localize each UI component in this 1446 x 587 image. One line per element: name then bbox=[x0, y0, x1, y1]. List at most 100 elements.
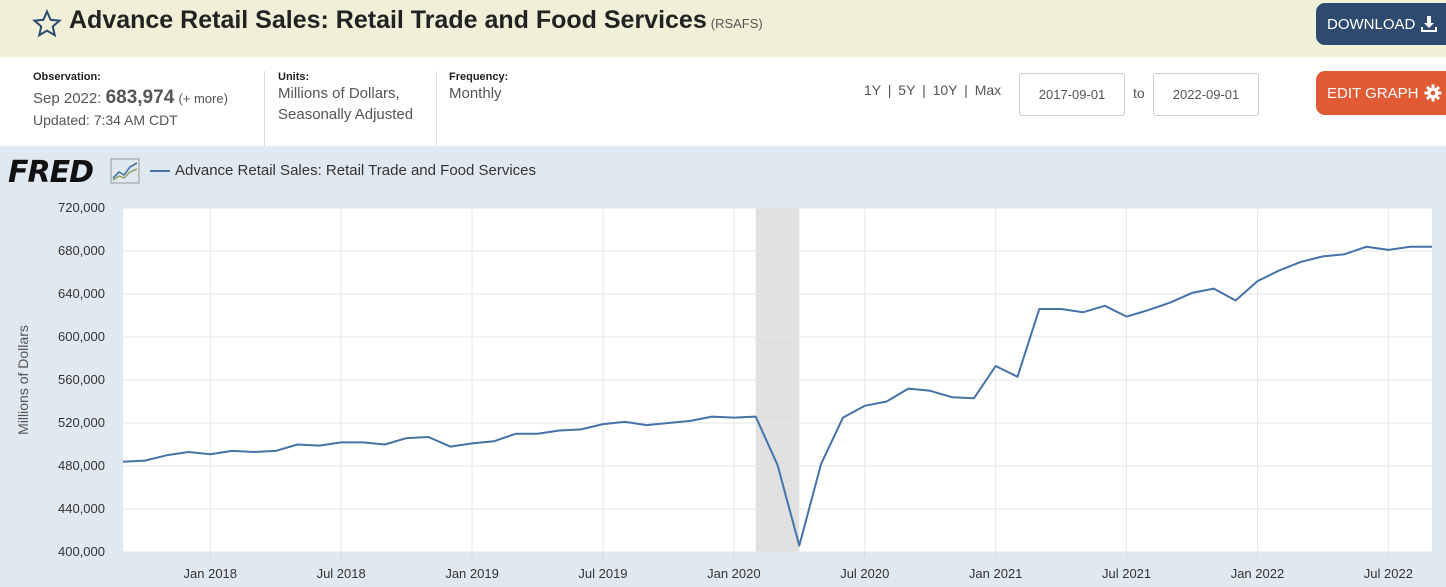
data-point bbox=[209, 453, 211, 455]
observation-block: Observation: Sep 2022: 683,974 (+ more) … bbox=[33, 71, 263, 158]
data-point bbox=[297, 444, 299, 446]
data-point bbox=[144, 460, 146, 462]
fred-logo: FRED bbox=[8, 155, 94, 190]
x-tick-label: Jul 2022 bbox=[1364, 566, 1413, 581]
y-tick-label: 720,000 bbox=[58, 200, 105, 215]
y-tick-label: 680,000 bbox=[58, 243, 105, 258]
range-separator: | bbox=[887, 82, 892, 98]
data-point bbox=[711, 416, 713, 418]
data-point bbox=[820, 463, 822, 465]
to-label: to bbox=[1133, 85, 1145, 101]
series-code: (RSAFS) bbox=[710, 16, 763, 31]
data-point bbox=[362, 441, 364, 443]
data-point bbox=[580, 428, 582, 430]
data-point bbox=[187, 451, 189, 453]
y-tick-label: 440,000 bbox=[58, 501, 105, 516]
data-point bbox=[842, 417, 844, 419]
series-line bbox=[122, 245, 1432, 547]
data-point bbox=[406, 437, 408, 439]
units-block: Units: Millions of Dollars, Seasonally A… bbox=[264, 71, 436, 146]
download-label: DOWNLOAD bbox=[1327, 15, 1416, 33]
series-title: Advance Retail Sales: Retail Trade and F… bbox=[69, 6, 707, 34]
gear-icon bbox=[1424, 84, 1442, 102]
data-point bbox=[798, 545, 800, 547]
data-point bbox=[864, 405, 866, 407]
data-point bbox=[929, 390, 931, 392]
fred-logo-chart-icon bbox=[110, 158, 140, 184]
data-point bbox=[1169, 302, 1171, 304]
line-chart: 720,000 680,000 640,000 600,000 560,000 520,0… bbox=[15, 200, 1432, 581]
data-point bbox=[1016, 376, 1018, 378]
y-axis-title: Millions of Dollars bbox=[15, 325, 31, 435]
data-point bbox=[275, 450, 277, 452]
frequency-label: Frequency: bbox=[449, 71, 509, 83]
data-point bbox=[1191, 292, 1193, 294]
data-point bbox=[667, 422, 669, 424]
star-icon[interactable] bbox=[32, 9, 62, 39]
data-point bbox=[1300, 261, 1302, 263]
updated-text: Updated: 7:34 AM CDT bbox=[33, 112, 178, 128]
data-point bbox=[558, 430, 560, 432]
data-point bbox=[973, 397, 975, 399]
range-max[interactable]: Max bbox=[974, 82, 1002, 98]
data-point bbox=[253, 451, 255, 453]
data-point bbox=[1278, 269, 1280, 271]
y-tick-label: 640,000 bbox=[58, 286, 105, 301]
data-point bbox=[755, 416, 757, 418]
y-tick-label: 480,000 bbox=[58, 458, 105, 473]
legend-swatch bbox=[150, 170, 170, 172]
range-10y[interactable]: 10Y bbox=[932, 82, 958, 98]
page-title: Advance Retail Sales: Retail Trade and F… bbox=[69, 6, 763, 35]
data-point bbox=[449, 446, 451, 448]
data-point bbox=[1387, 249, 1389, 251]
legend-label: Advance Retail Sales: Retail Trade and F… bbox=[175, 162, 537, 179]
download-icon bbox=[1421, 16, 1438, 32]
data-point bbox=[1126, 316, 1128, 318]
edit-graph-button[interactable]: EDIT GRAPH bbox=[1316, 71, 1446, 115]
data-point bbox=[471, 442, 473, 444]
start-date-input[interactable] bbox=[1019, 73, 1125, 116]
units-label: Units: bbox=[278, 71, 310, 83]
data-point bbox=[777, 464, 779, 466]
y-tick-label: 400,000 bbox=[58, 544, 105, 559]
data-point bbox=[515, 433, 517, 435]
data-point bbox=[907, 388, 909, 390]
data-point bbox=[1082, 311, 1084, 313]
data-point bbox=[122, 461, 124, 463]
range-1y[interactable]: 1Y bbox=[864, 82, 881, 98]
x-tick-label: Jan 2018 bbox=[184, 566, 238, 581]
data-point bbox=[646, 424, 648, 426]
data-point bbox=[689, 420, 691, 422]
observation-value: 683,974 bbox=[105, 87, 175, 108]
range-selector: 1Y | 5Y | 10Y | Max bbox=[864, 82, 1001, 98]
data-point bbox=[537, 433, 539, 435]
data-point bbox=[231, 450, 233, 452]
title-bar bbox=[0, 0, 1446, 57]
data-point bbox=[1256, 280, 1258, 282]
x-tick-label: Jan 2022 bbox=[1231, 566, 1285, 581]
data-point bbox=[1104, 305, 1106, 307]
data-point bbox=[951, 396, 953, 398]
range-5y[interactable]: 5Y bbox=[898, 82, 916, 98]
observation-line: Sep 2022: 683,974 (+ more) bbox=[33, 87, 263, 109]
y-tick-label: 560,000 bbox=[58, 372, 105, 387]
units-line1: Millions of Dollars, bbox=[278, 85, 400, 102]
x-tick-label: Jan 2019 bbox=[445, 566, 499, 581]
data-point bbox=[427, 436, 429, 438]
x-tick-label: Jul 2018 bbox=[317, 566, 366, 581]
data-point bbox=[1322, 255, 1324, 257]
data-point bbox=[1409, 246, 1411, 248]
data-point bbox=[1038, 308, 1040, 310]
download-button[interactable]: DOWNLOAD bbox=[1316, 3, 1446, 45]
data-point bbox=[1147, 309, 1149, 311]
end-date-input[interactable] bbox=[1153, 73, 1259, 116]
range-separator: | bbox=[964, 82, 968, 98]
data-point bbox=[886, 401, 888, 403]
data-point bbox=[318, 445, 320, 447]
observation-more-link[interactable]: (+ more) bbox=[178, 91, 228, 106]
data-point bbox=[602, 423, 604, 425]
observation-date: Sep 2022: bbox=[33, 90, 102, 107]
x-tick-label: Jan 2020 bbox=[707, 566, 761, 581]
data-point bbox=[1344, 253, 1346, 255]
data-point bbox=[166, 454, 168, 456]
